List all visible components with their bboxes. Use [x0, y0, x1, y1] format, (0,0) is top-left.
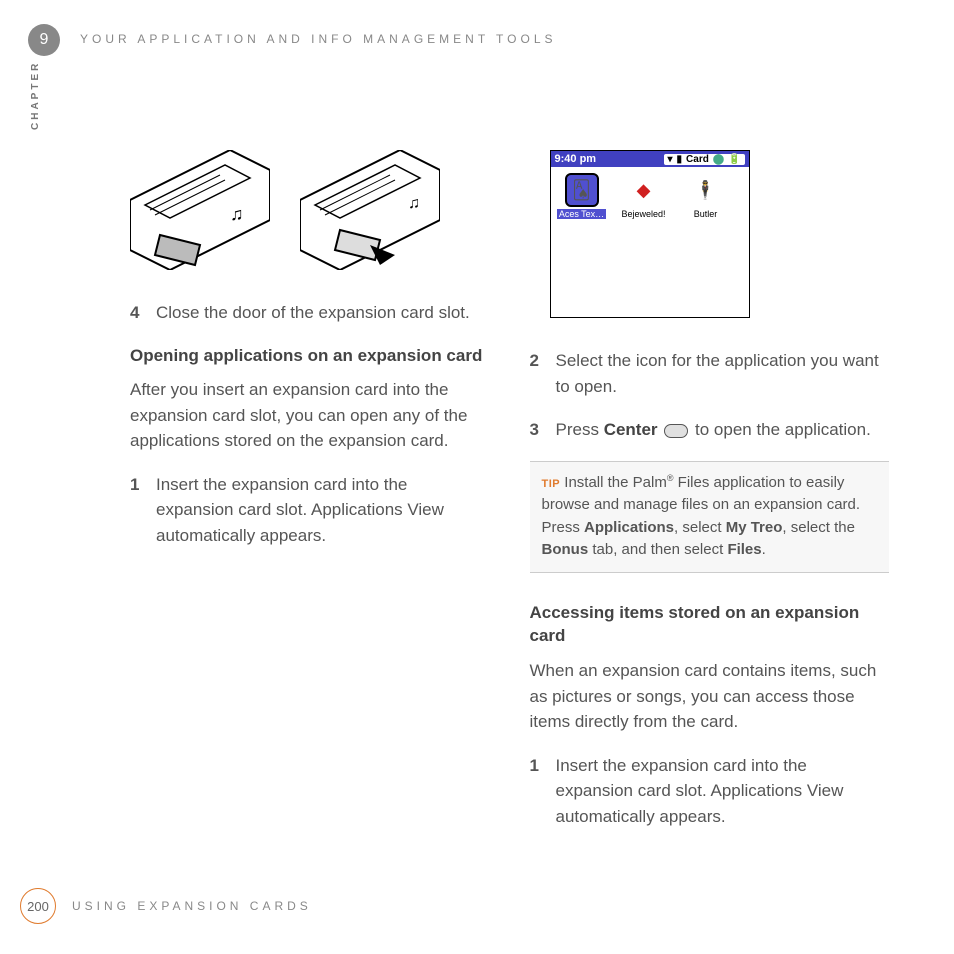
step-number: 2 — [530, 348, 544, 399]
paragraph: When an expansion card contains items, s… — [530, 658, 890, 735]
illustration-row: ♫ ♫ — [130, 150, 490, 270]
section-heading-accessing: Accessing items stored on an expansion c… — [530, 601, 890, 649]
step-text: Close the door of the expansion card slo… — [156, 300, 470, 326]
screenshot-dropdown: ▾ ▮ Card ⬤ 🔋 — [664, 154, 745, 165]
right-column: 9:40 pm ▾ ▮ Card ⬤ 🔋 🂡 Aces Tex… ◆ Bejew… — [530, 150, 890, 847]
signal-icon: ⬤ — [713, 154, 724, 165]
app-icon-butler: 🕴 Butler — [681, 173, 731, 219]
illustration-card-insert-2: ♫ — [300, 150, 440, 270]
chapter-number: 9 — [40, 31, 49, 49]
app-glyph: 🕴 — [689, 173, 723, 207]
step-2: 2 Select the icon for the application yo… — [530, 348, 890, 399]
card-icon: ▮ — [677, 154, 683, 165]
step-3: 3 Press Center to open the application. — [530, 417, 890, 443]
screenshot-app-grid: 🂡 Aces Tex… ◆ Bejeweled! 🕴 Butler — [551, 167, 749, 317]
chapter-number-badge: 9 — [28, 24, 60, 56]
app-label: Aces Tex… — [557, 209, 606, 219]
tip-d: , select the — [782, 519, 855, 536]
running-header: YOUR APPLICATION AND INFO MANAGEMENT TOO… — [80, 32, 557, 46]
tip-e: tab, and then select — [588, 541, 727, 558]
step-number: 3 — [530, 417, 544, 443]
step-1-left: 1 Insert the expansion card into the exp… — [130, 472, 490, 549]
battery-icon: 🔋 — [728, 154, 740, 165]
step-number: 4 — [130, 300, 144, 326]
screenshot-time: 9:40 pm — [555, 153, 597, 165]
tip-a: Install the Palm — [560, 474, 667, 491]
step-text: Press Center to open the application. — [556, 417, 871, 443]
app-icon-bejeweled: ◆ Bejeweled! — [619, 173, 669, 219]
app-glyph: 🂡 — [565, 173, 599, 207]
tip-bold-1: Applications — [584, 519, 674, 536]
tip-bold-3: Bonus — [542, 541, 589, 558]
tip-f: . — [762, 541, 766, 558]
dropdown-arrow-icon: ▾ — [668, 154, 673, 165]
page-content: ♫ ♫ 4 Close the door of the expansion ca… — [130, 150, 889, 847]
step-text: Select the icon for the application you … — [556, 348, 890, 399]
app-label: Bejeweled! — [621, 209, 665, 219]
app-glyph: ◆ — [627, 173, 661, 207]
app-label: Butler — [694, 209, 718, 219]
screenshot-status-bar: 9:40 pm ▾ ▮ Card ⬤ 🔋 — [551, 151, 749, 167]
text-prefix: Press — [556, 420, 604, 439]
text-suffix: to open the application. — [690, 420, 871, 439]
tip-c: , select — [674, 519, 726, 536]
page-number-badge: 200 — [20, 888, 56, 924]
page-number: 200 — [27, 899, 49, 914]
svg-text:♫: ♫ — [230, 204, 244, 224]
step-4: 4 Close the door of the expansion card s… — [130, 300, 490, 326]
step-text: Insert the expansion card into the expan… — [156, 472, 490, 549]
step-text: Insert the expansion card into the expan… — [556, 753, 890, 830]
tip-box: TIP Install the Palm® Files application … — [530, 461, 890, 573]
svg-text:♫: ♫ — [408, 195, 420, 212]
paragraph: After you insert an expansion card into … — [130, 377, 490, 454]
illustration-card-insert-1: ♫ — [130, 150, 270, 270]
tip-bold-4: Files — [727, 541, 761, 558]
center-button-icon — [664, 424, 688, 438]
left-column: ♫ ♫ 4 Close the door of the expansion ca… — [130, 150, 490, 847]
step-number: 1 — [130, 472, 144, 549]
step-1-right: 1 Insert the expansion card into the exp… — [530, 753, 890, 830]
footer-title: USING EXPANSION CARDS — [72, 899, 312, 913]
dropdown-label: Card — [686, 154, 709, 165]
app-icon-aces: 🂡 Aces Tex… — [557, 173, 607, 219]
chapter-vertical-label: CHAPTER — [30, 61, 41, 130]
step-number: 1 — [530, 753, 544, 830]
tip-bold-2: My Treo — [726, 519, 783, 536]
tip-label: TIP — [542, 478, 561, 490]
section-heading-opening: Opening applications on an expansion car… — [130, 344, 490, 368]
page-footer: 200 USING EXPANSION CARDS — [20, 888, 312, 924]
device-screenshot: 9:40 pm ▾ ▮ Card ⬤ 🔋 🂡 Aces Tex… ◆ Bejew… — [550, 150, 750, 318]
text-bold: Center — [604, 420, 658, 439]
